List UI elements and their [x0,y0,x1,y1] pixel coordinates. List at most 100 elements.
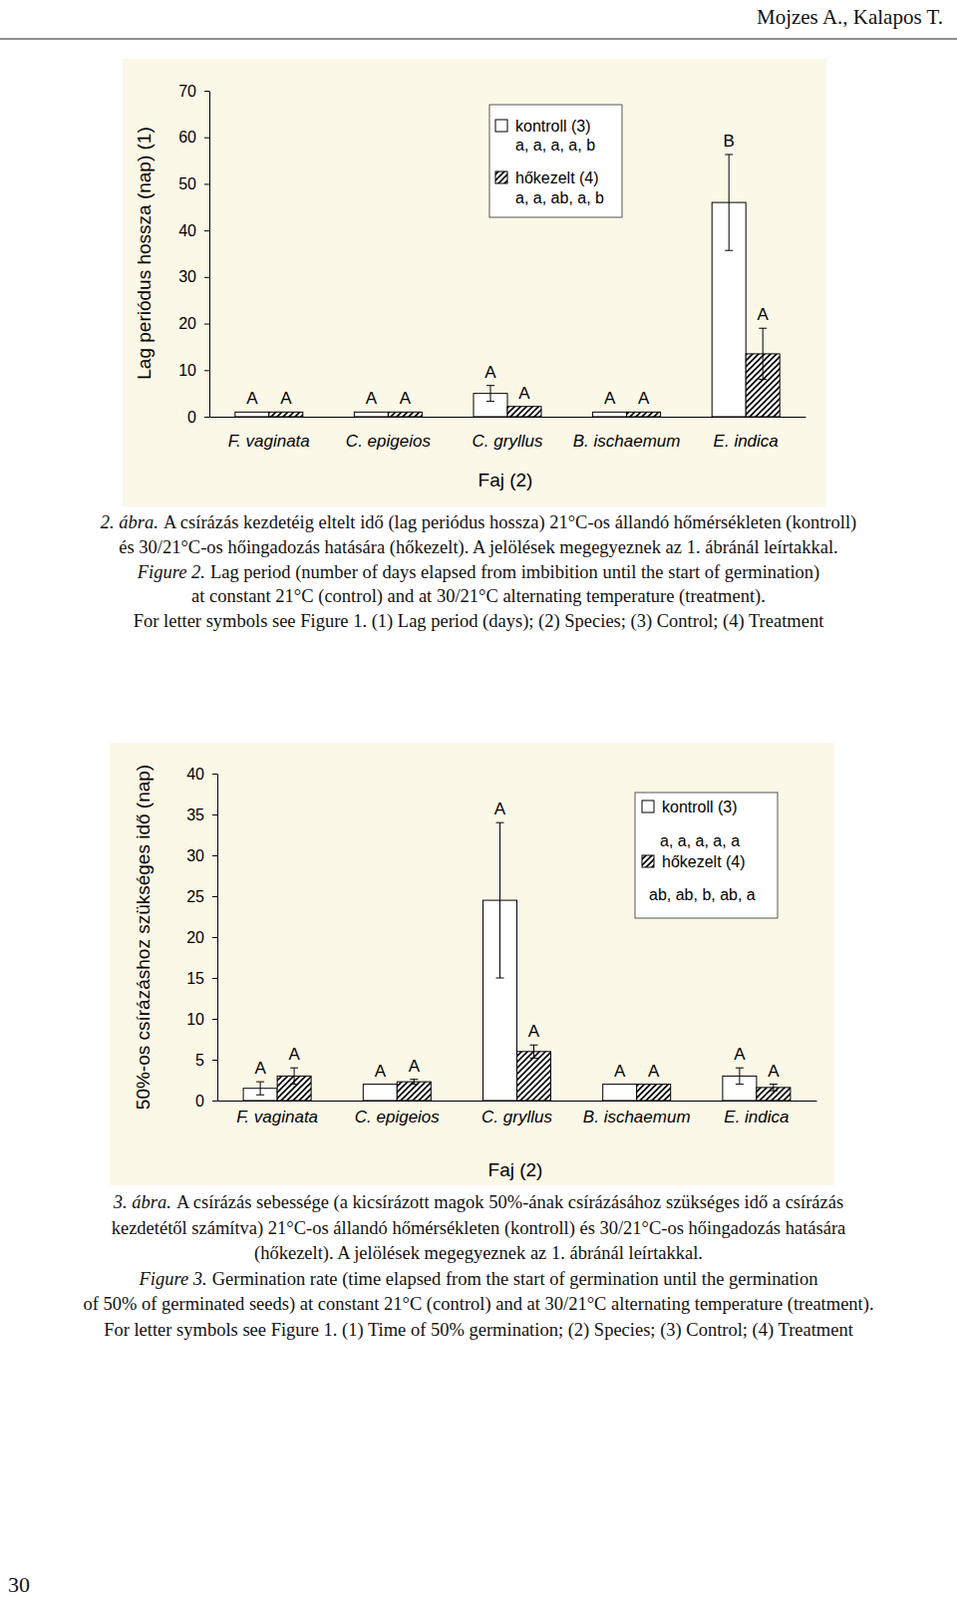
y-tick-label: 60 [178,128,197,146]
significance-letter: A [638,388,650,408]
caption-line: at constant 21°C (control) and at 30/21°… [191,586,766,608]
y-tick-label: 10 [186,1010,205,1028]
x-tick-label: B. ischaemum [583,1107,691,1127]
bar [507,406,542,417]
x-tick: E. indica [713,416,779,451]
y-axis: 010203040506070 [178,82,210,426]
x-tick: F. vaginata [236,1100,319,1127]
y-tick: 35 [186,806,218,824]
error-bar-cap [735,1083,744,1085]
bar [353,411,388,417]
significance-letter: A [518,383,531,403]
error-bar-stem [294,1067,296,1084]
y-tick: 25 [186,888,218,906]
y-tick-mark [204,183,210,185]
error-bar-cap [769,1090,778,1092]
x-tick-label: C. gryllus [481,1107,553,1127]
bar [269,411,304,417]
bar [517,1051,552,1101]
y-tick: 30 [178,268,210,286]
y-tick-mark [212,773,218,775]
chart-background [122,58,827,508]
significance-letter: A [614,1061,627,1081]
x-tick: C. epigeios [354,1100,441,1127]
legend-group-letters: a, a, ab, a, b [515,189,605,207]
y-tick-mark [212,977,218,979]
error-bar-cap [496,822,505,824]
error-bar-cap [290,1083,299,1085]
significance-letter: A [399,388,412,408]
caption-text: A csírázás sebessége (a kicsírázott mago… [176,1192,844,1214]
x-tick: C. gryllus [472,416,544,451]
y-tick-mark [204,230,210,232]
significance-letter: A [374,1061,387,1081]
chart-background [109,742,835,1186]
y-tick: 70 [178,82,210,100]
x-tick-label: C. epigeios [354,1107,441,1127]
caption-text: A csírázás kezdetéig eltelt idő (lag per… [163,512,857,534]
x-axis: F. vaginata C. epigeios C. gryllus B. ischa… [218,1100,818,1127]
caption-label: Figure 2. [136,562,206,583]
caption-line: 2. ábra.A csírázás kezdetéig eltelt idő … [100,512,857,534]
legend: kontroll (3)a, a, a, a, bhőkezelt (4)a, … [489,104,623,218]
caption-line: Figure 3.Germination rate (time elapsed … [138,1269,819,1290]
y-tick-mark [212,1059,218,1061]
significance-letter: A [604,388,617,408]
y-tick: 5 [195,1051,218,1069]
header-rule [0,38,957,40]
caption-text: For letter symbols see Figure 1. (1) Tim… [103,1319,855,1341]
y-tick-mark [204,369,210,371]
caption-line: For letter symbols see Figure 1. (1) Lag… [133,611,825,633]
y-tick-label: 0 [195,1092,205,1110]
x-tick: B. ischaemum [573,416,681,451]
significance-letter: A [528,1021,541,1041]
y-tick-label: 25 [186,888,205,906]
y-tick-label: 70 [178,82,197,100]
figure-caption: 3. ábra.A csírázás sebessége (a kicsíráz… [82,1192,874,1341]
chart: 010203040506070AAAABAAAAAF. vaginataC. e… [122,58,827,508]
error-bar-cap [486,400,495,402]
caption-text: at constant 21°C (control) and at 30/21°… [191,586,766,608]
y-tick: 0 [187,408,210,426]
y-tick: 50 [178,175,210,193]
significance-letters: AAAABAAAAA [246,131,769,408]
page: Mojzes A., Kalapos T.010203040506070AAAA… [0,0,957,1600]
x-axis-title: Faj (2) [478,469,534,491]
caption-text: of 50% of germinated seeds) at constant … [82,1293,874,1315]
y-tick: 10 [186,1010,218,1028]
legend-label: kontroll (3) [661,798,738,816]
error-bar-cap [256,1094,265,1096]
significance-letter: A [280,388,293,408]
caption-label: Figure 3. [138,1269,208,1289]
legend-label: hőkezelt (4) [661,853,746,871]
legend-swatch [495,171,508,184]
y-tick-mark [212,937,218,939]
y-tick-mark [212,814,218,816]
y-axis-line [209,91,211,418]
significance-letter: A [757,305,770,324]
error-bar-cap [724,153,733,155]
x-axis-line [210,416,807,418]
error-bar-cap [409,1083,418,1085]
error-bar-cap [256,1081,265,1083]
error-bar [530,1044,539,1058]
significance-letter: A [408,1056,421,1076]
x-axis-title: Faj (2) [488,1159,544,1181]
caption-line: For letter symbols see Figure 1. (1) Tim… [103,1319,855,1341]
caption-label: 3. ábra. [112,1192,172,1213]
caption-label: 2. ábra. [100,512,159,533]
y-tick: 15 [186,969,218,987]
error-bar-cap [530,1044,539,1046]
error-bar [758,327,767,379]
error-bar-cap [530,1057,539,1059]
y-tick-label: 40 [186,765,205,783]
caption-text: Lag period (number of days elapsed from … [210,562,820,584]
y-tick-label: 0 [187,408,197,426]
error-bar [256,1081,265,1095]
caption-text: és 30/21°C-os hőingadozás hatására (hőke… [118,537,838,559]
error-bar-cap [724,250,733,252]
error-bar-cap [735,1067,744,1069]
caption-text: (hőkezelt). A jelölések megegyeznek az 1… [254,1243,703,1265]
caption-line: (hőkezelt). A jelölések megegyeznek az 1… [254,1243,703,1265]
y-tick-label: 50 [178,175,197,193]
